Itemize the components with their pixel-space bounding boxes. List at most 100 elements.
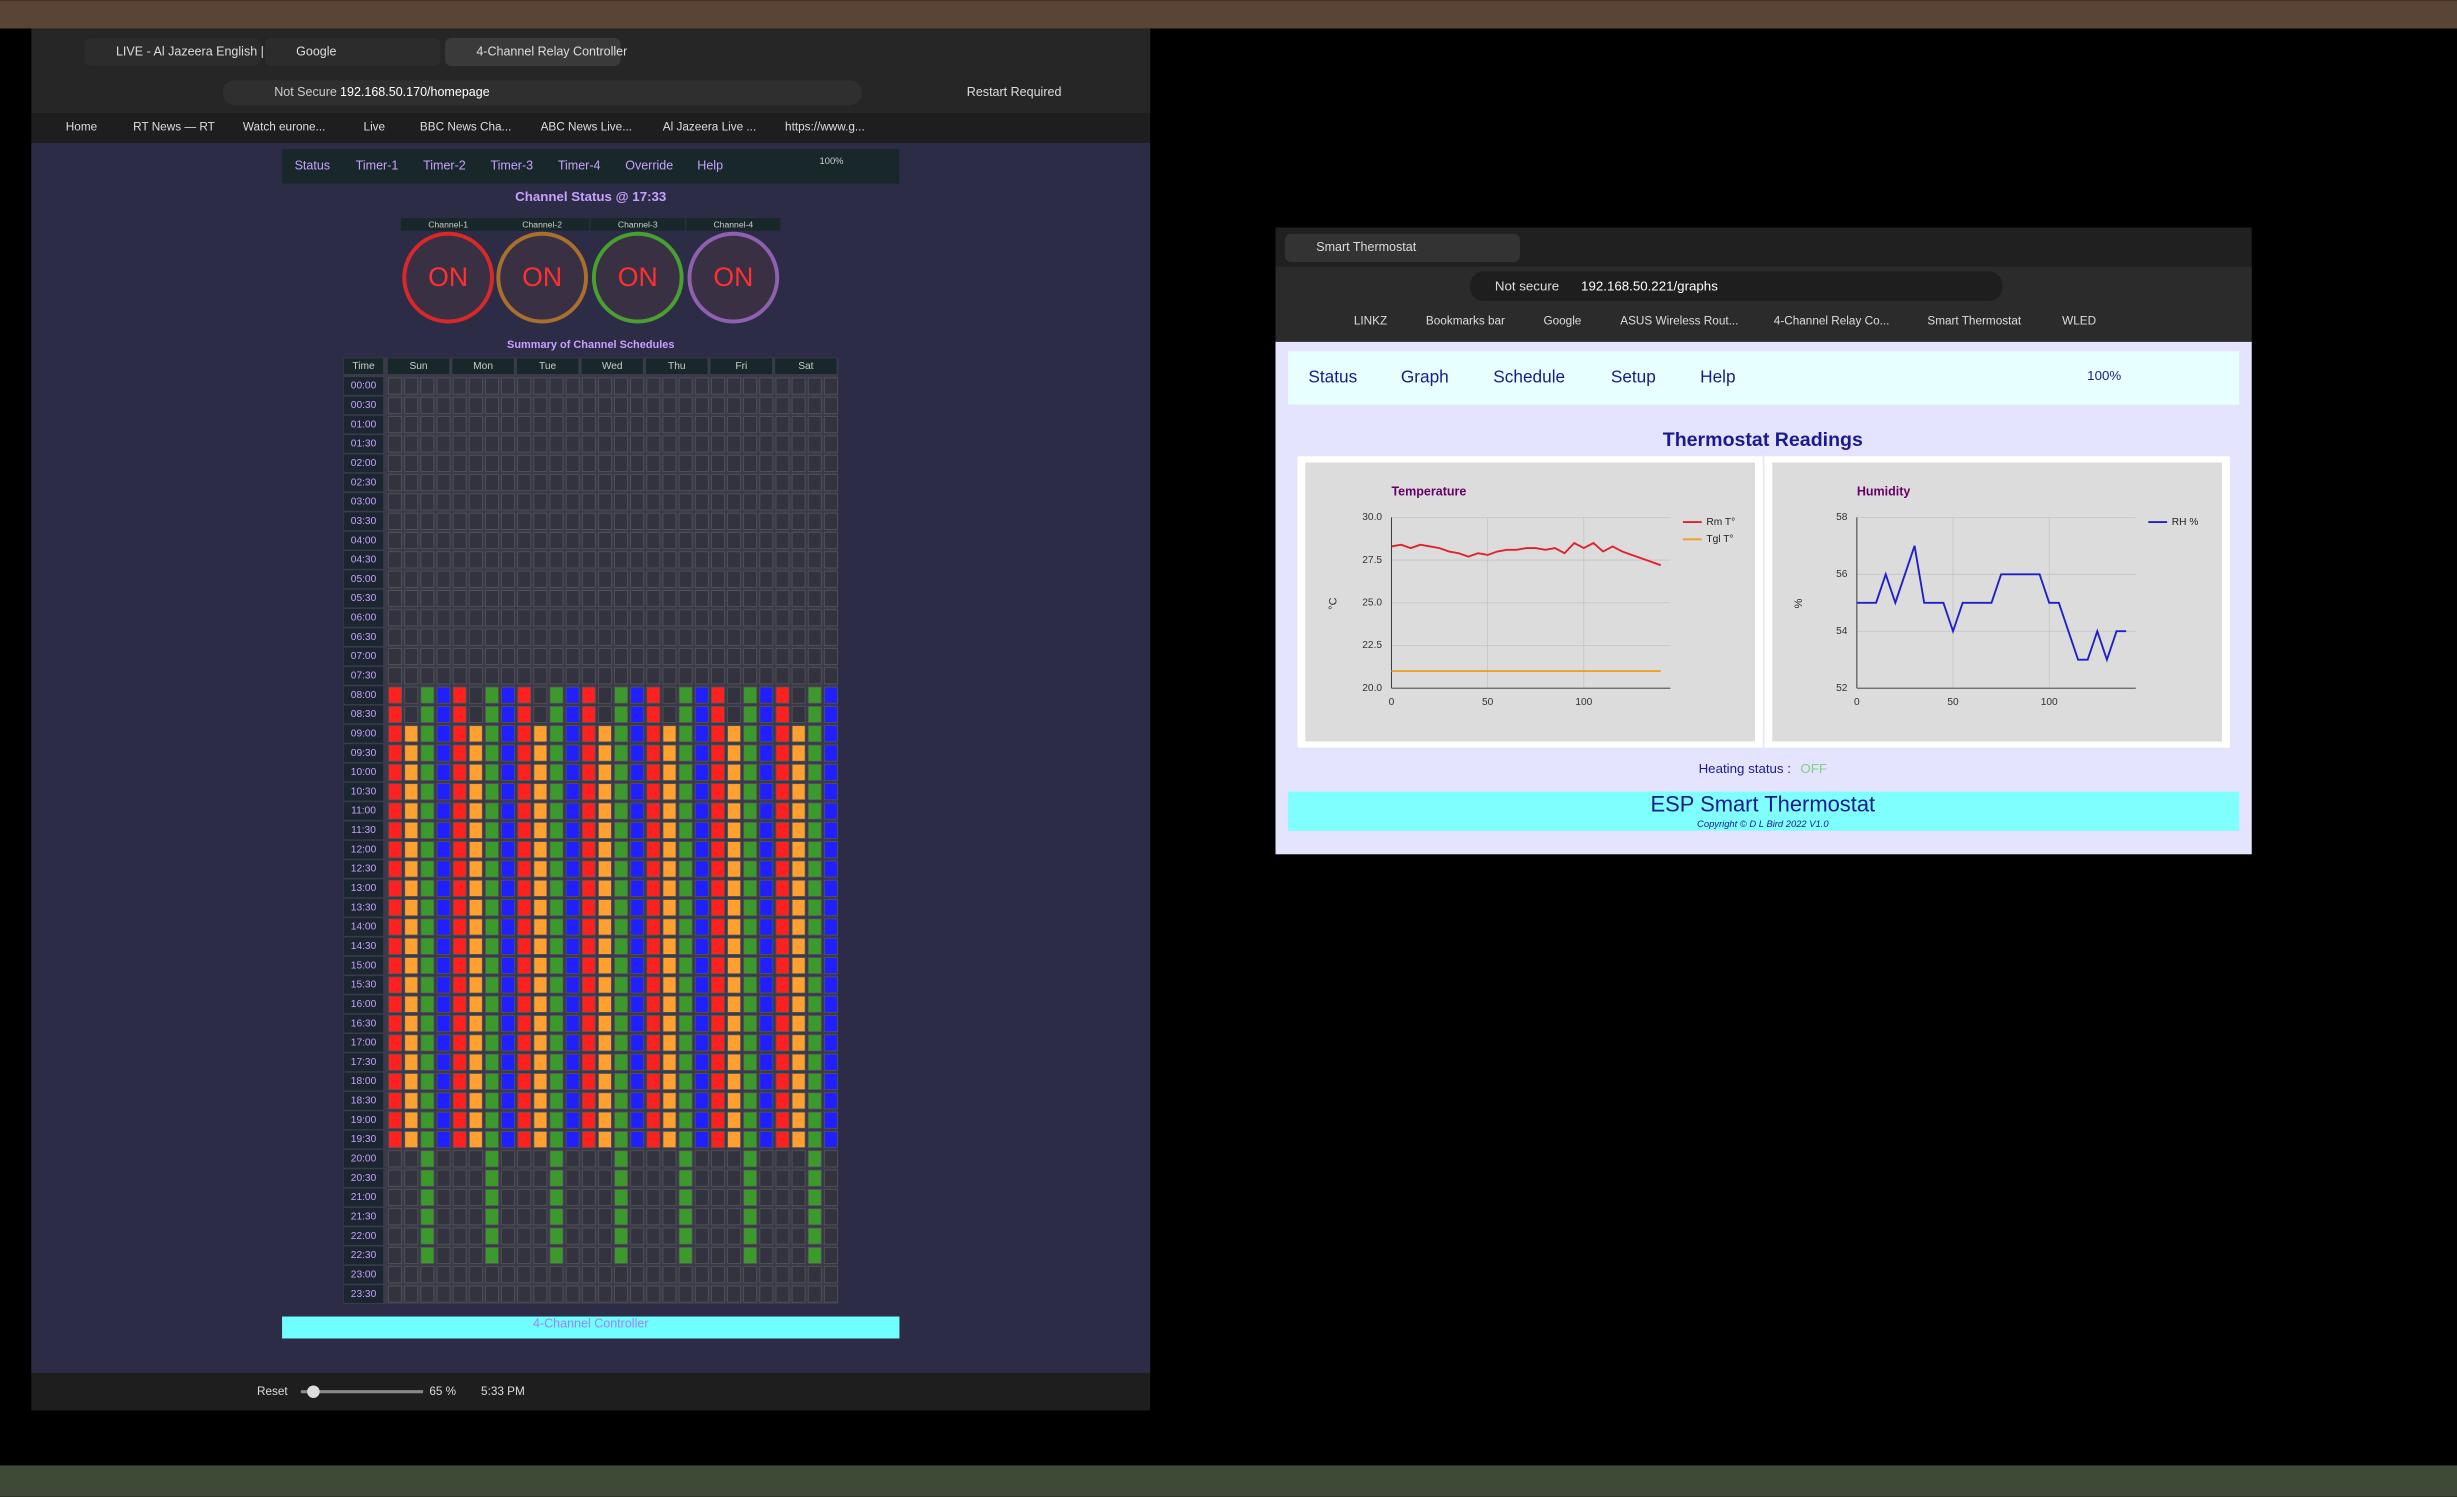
schedule-cell-off [598, 1150, 612, 1168]
schedule-cell-on [501, 1015, 515, 1033]
schedule-cell-off [646, 454, 661, 472]
nav-link[interactable]: Graph [1401, 366, 1449, 386]
bookmark[interactable]: WLED [2062, 315, 2096, 328]
schedule-cell-on [646, 802, 661, 820]
schedule-cell-off [388, 667, 403, 685]
schedule-cell-off [775, 416, 790, 434]
schedule-cell-on [630, 918, 645, 936]
channel-indicator[interactable] [591, 231, 684, 324]
bookmark[interactable]: ABC News Live... [541, 120, 632, 133]
nav-link[interactable]: Override [625, 159, 673, 173]
schedule-cell-on [388, 899, 403, 917]
schedule-cell-off [404, 648, 419, 665]
bookmark[interactable]: Al Jazeera Live ... [663, 120, 756, 133]
schedule-title: Summary of Channel Schedules [507, 339, 674, 351]
schedule-cell-on [711, 1092, 725, 1110]
nav-link[interactable]: Status [1308, 366, 1357, 386]
bookmark[interactable]: Home [66, 120, 98, 133]
bookmark[interactable]: Live [364, 120, 386, 133]
bookmark[interactable]: Watch eurone... [243, 120, 326, 133]
nav-link[interactable]: Timer-2 [423, 159, 466, 173]
bookmark[interactable]: Bookmarks bar [1426, 315, 1505, 328]
schedule-cell-on [775, 860, 790, 878]
nav-link[interactable]: Timer-1 [356, 159, 399, 173]
schedule-cell-off [517, 1208, 532, 1226]
schedule-cell-off [646, 416, 661, 434]
nav-link[interactable]: Help [1700, 366, 1735, 386]
bookmark[interactable]: https://www.g... [785, 120, 865, 133]
schedule-cell-on [791, 802, 806, 820]
schedule-cell-off [501, 1169, 515, 1187]
channel-indicator[interactable] [402, 231, 494, 324]
schedule-cell-off [694, 628, 709, 646]
tab[interactable] [84, 37, 261, 67]
tab[interactable] [264, 37, 441, 67]
schedule-cell-on [743, 841, 758, 859]
schedule-cell-off [727, 1208, 741, 1226]
schedule-cell-off [807, 590, 822, 608]
schedule-cell-on [791, 1111, 806, 1129]
nav-link[interactable]: Timer-4 [558, 159, 601, 173]
schedule-cell-off [727, 512, 741, 530]
schedule-cell-off [791, 396, 806, 414]
schedule-cell-on [678, 899, 693, 917]
schedule-cell-off [775, 1266, 790, 1284]
zoom-reset[interactable]: Reset [257, 1385, 288, 1398]
nav-link[interactable]: Timer-3 [490, 159, 533, 173]
schedule-cell-off [791, 377, 806, 395]
address-bar[interactable] [222, 80, 862, 106]
time-label: 22:00 [351, 1231, 377, 1242]
schedule-cell-off [727, 1150, 741, 1168]
schedule-cell-off [662, 474, 677, 492]
schedule-cell-on [711, 1131, 725, 1148]
bookmark[interactable]: 4-Channel Relay Co... [1774, 315, 1890, 328]
schedule-cell-off [678, 570, 693, 588]
nav-link[interactable]: Setup [1611, 366, 1656, 386]
schedule-cell-on [759, 744, 774, 762]
schedule-cell-off [694, 532, 709, 550]
schedule-cell-on [388, 976, 403, 994]
schedule-cell-on [452, 1092, 467, 1110]
tab[interactable] [445, 37, 621, 67]
right-tab[interactable] [1284, 233, 1520, 262]
bookmark[interactable]: RT News — RT [133, 120, 215, 133]
zoom-knob[interactable] [307, 1385, 320, 1399]
schedule-cell-off [485, 454, 499, 472]
tab-title[interactable]: Smart Thermostat [1316, 240, 1416, 254]
schedule-cell-off [468, 1188, 483, 1206]
schedule-cell-off [662, 1246, 677, 1264]
schedule-cell-off [388, 609, 403, 627]
tab-title[interactable]: 4-Channel Relay Controller [476, 44, 627, 58]
time-cell [343, 473, 384, 492]
schedule-cell-off [646, 377, 661, 395]
restart-label[interactable]: Restart Required [967, 85, 1062, 99]
schedule-cell-off [598, 396, 612, 414]
bookmark[interactable]: ASUS Wireless Rout... [1620, 315, 1738, 328]
bookmark[interactable]: LINKZ [1354, 315, 1387, 328]
nav-link[interactable]: Schedule [1493, 366, 1565, 386]
tab-title[interactable]: LIVE - Al Jazeera English | V [116, 44, 276, 58]
channel-indicator[interactable] [496, 231, 589, 324]
schedule-cell-on [598, 1015, 612, 1033]
schedule-cell-off [549, 570, 564, 588]
nav-link[interactable]: Status [295, 159, 330, 173]
schedule-cell-on [468, 725, 483, 743]
schedule-cell-on [711, 1053, 725, 1071]
channel-indicator[interactable] [687, 231, 780, 324]
schedule-cell-on [420, 918, 435, 936]
schedule-cell-off [452, 1188, 467, 1206]
tab-title[interactable]: Google [296, 44, 336, 58]
bookmark[interactable]: Smart Thermostat [1927, 315, 2022, 328]
schedule-cell-on [823, 1015, 838, 1033]
schedule-cell-off [662, 551, 677, 569]
schedule-cell-off [614, 474, 628, 492]
bookmark[interactable]: Google [1543, 315, 1581, 328]
nav-link[interactable]: Help [697, 159, 723, 173]
schedule-cell-on [678, 686, 693, 704]
schedule-cell-on [614, 1227, 628, 1245]
time-label: 21:30 [351, 1211, 377, 1222]
schedule-cell-on [581, 918, 596, 936]
bookmark[interactable]: BBC News Cha... [420, 120, 511, 133]
address-bar[interactable] [1469, 271, 2003, 302]
schedule-cell-off [711, 493, 725, 511]
